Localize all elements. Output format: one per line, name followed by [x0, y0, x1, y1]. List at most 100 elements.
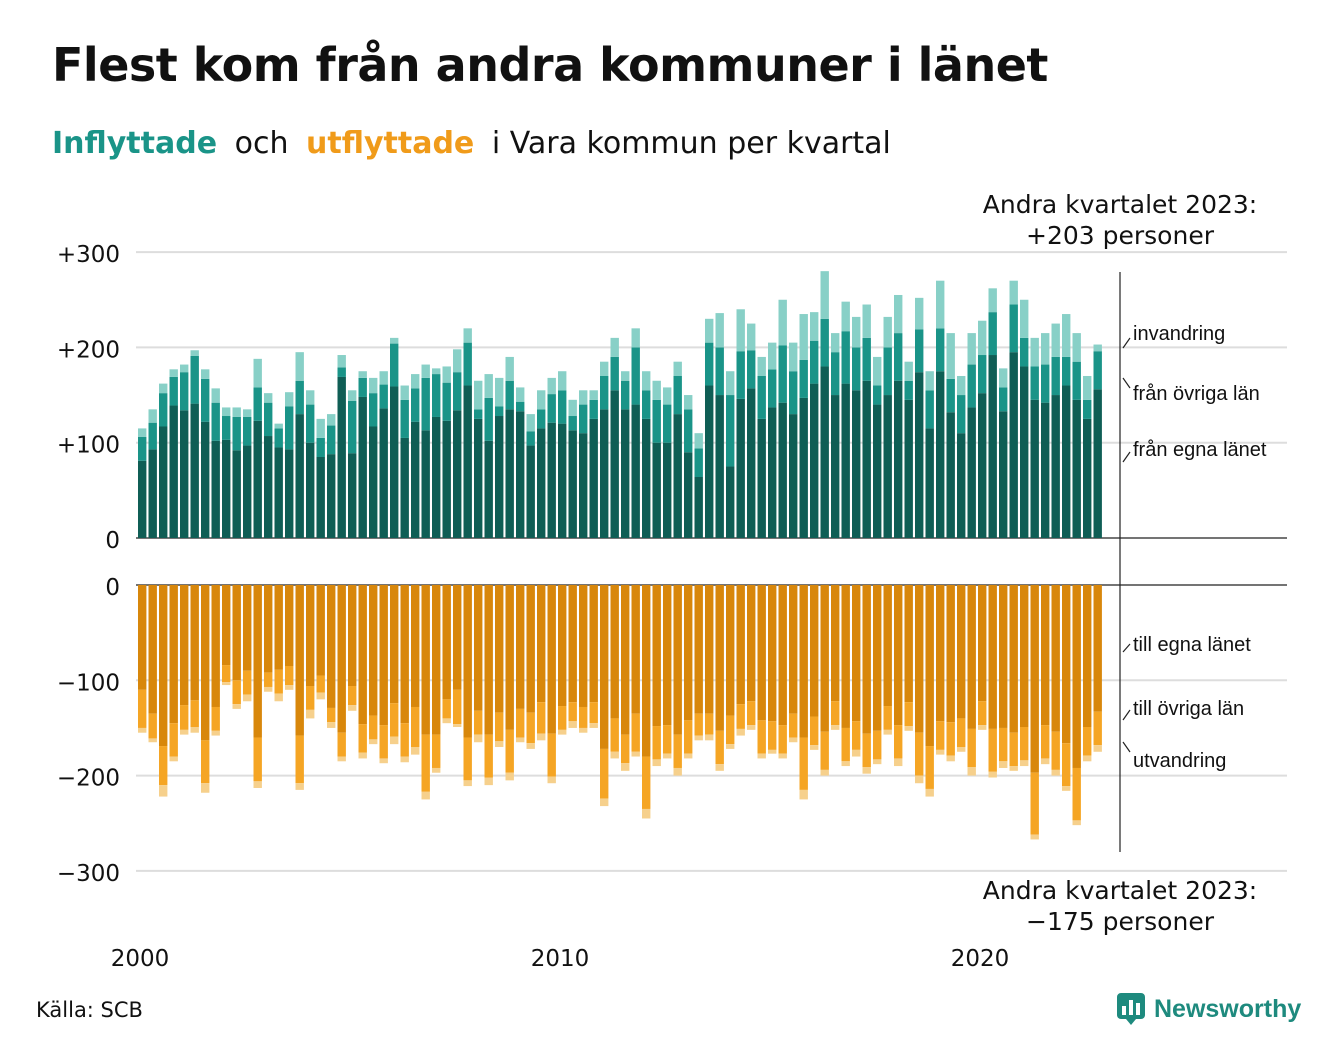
bar-utvandring: [726, 744, 735, 749]
bar-fran-egna-lanet: [295, 414, 304, 538]
bar-till-egna-lanet: [883, 585, 892, 707]
bar-invandring: [946, 333, 955, 379]
bar-fran-egna-lanet: [1083, 418, 1092, 538]
bar-invandring: [537, 390, 546, 410]
bar-fran-egna-lanet: [778, 402, 787, 538]
bar-utvandring: [484, 777, 493, 786]
bar-fran-ovriga-lan: [159, 393, 168, 427]
y-tick-label-lower: −100: [57, 670, 120, 696]
bar-fran-ovriga-lan: [211, 402, 220, 441]
bar-till-egna-lanet: [442, 585, 451, 700]
bar-till-egna-lanet: [327, 585, 336, 708]
bar-utvandring: [589, 723, 598, 728]
bar-invandring: [337, 355, 346, 368]
bar-invandring: [421, 364, 430, 378]
bar-fran-egna-lanet: [589, 418, 598, 538]
bar-utvandring: [579, 727, 588, 733]
bar-till-ovriga-lan: [705, 713, 714, 735]
y-tick-label-lower: −200: [57, 766, 120, 792]
bar-till-ovriga-lan: [432, 734, 441, 768]
bar-till-ovriga-lan: [169, 723, 178, 757]
bar-utvandring: [211, 730, 220, 736]
bar-invandring: [211, 388, 220, 403]
bar-till-egna-lanet: [274, 585, 283, 670]
bar-utvandring: [747, 725, 756, 730]
bar-fran-egna-lanet: [453, 410, 462, 538]
bar-till-egna-lanet: [190, 585, 199, 701]
bar-fran-egna-lanet: [789, 414, 798, 538]
bar-till-ovriga-lan: [736, 704, 745, 729]
bar-till-egna-lanet: [1062, 585, 1071, 744]
bar-utvandring: [820, 769, 829, 776]
bar-utvandring: [169, 756, 178, 762]
bar-fran-ovriga-lan: [841, 331, 850, 384]
bar-till-egna-lanet: [474, 585, 483, 711]
bar-till-egna-lanet: [180, 585, 189, 706]
bar-fran-egna-lanet: [810, 383, 819, 538]
bar-utvandring: [148, 738, 157, 743]
bar-fran-ovriga-lan: [946, 378, 955, 413]
bar-invandring: [1051, 323, 1060, 357]
bar-invandring: [757, 356, 766, 376]
bar-till-egna-lanet: [663, 585, 672, 726]
bar-fran-egna-lanet: [936, 371, 945, 538]
bar-till-egna-lanet: [558, 585, 567, 707]
bar-utvandring: [799, 789, 808, 800]
bar-fran-ovriga-lan: [505, 380, 514, 410]
bar-utvandring: [400, 756, 409, 763]
bar-utvandring: [642, 808, 651, 819]
bar-utvandring: [757, 753, 766, 759]
bar-till-egna-lanet: [243, 585, 252, 671]
bar-invandring: [684, 395, 693, 410]
bar-invandring: [169, 369, 178, 377]
bar-fran-ovriga-lan: [337, 367, 346, 377]
bar-invandring: [978, 320, 987, 356]
bar-invandring: [274, 423, 283, 429]
bar-till-egna-lanet: [169, 585, 178, 724]
bar-fran-egna-lanet: [159, 426, 168, 538]
bar-fran-ovriga-lan: [642, 390, 651, 419]
bar-till-ovriga-lan: [778, 725, 787, 754]
bar-utvandring: [705, 734, 714, 741]
bar-fran-ovriga-lan: [474, 409, 483, 419]
annotation-out-line2: −175 personer: [1026, 907, 1215, 936]
bar-till-egna-lanet: [705, 585, 714, 714]
bar-till-egna-lanet: [589, 585, 598, 703]
bar-till-egna-lanet: [337, 585, 346, 733]
bar-fran-ovriga-lan: [915, 329, 924, 373]
bar-till-egna-lanet: [348, 585, 357, 687]
bar-invandring: [715, 313, 724, 348]
bar-fran-ovriga-lan: [610, 356, 619, 391]
bar-utvandring: [547, 776, 556, 784]
bar-till-egna-lanet: [778, 585, 787, 726]
bar-till-egna-lanet: [873, 585, 882, 731]
bar-invandring: [295, 352, 304, 381]
bar-till-ovriga-lan: [285, 666, 294, 686]
bar-utvandring: [243, 694, 252, 702]
bar-fran-ovriga-lan: [1030, 366, 1039, 400]
bar-fran-egna-lanet: [568, 430, 577, 538]
bar-fran-ovriga-lan: [957, 395, 966, 434]
bar-utvandring: [1030, 834, 1039, 840]
bar-invandring: [390, 337, 399, 344]
bar-till-egna-lanet: [1093, 585, 1102, 712]
leader-line: [1122, 377, 1131, 389]
bar-utvandring: [663, 753, 672, 759]
bar-till-ovriga-lan: [915, 732, 924, 776]
bar-till-ovriga-lan: [547, 733, 556, 777]
bar-fran-ovriga-lan: [673, 375, 682, 415]
bar-invandring: [820, 271, 829, 319]
bar-fran-ovriga-lan: [652, 399, 661, 443]
bar-fran-egna-lanet: [253, 420, 262, 538]
bar-invandring: [600, 361, 609, 376]
bar-till-egna-lanet: [736, 585, 745, 705]
leader-line: [1122, 451, 1131, 463]
bar-till-ovriga-lan: [925, 746, 934, 789]
bar-utvandring: [610, 751, 619, 759]
bar-invandring: [432, 368, 441, 375]
bar-invandring: [925, 371, 934, 391]
bar-invandring: [411, 374, 420, 389]
bar-utvandring: [684, 753, 693, 759]
bar-utvandring: [348, 705, 357, 711]
bar-till-egna-lanet: [411, 585, 420, 707]
